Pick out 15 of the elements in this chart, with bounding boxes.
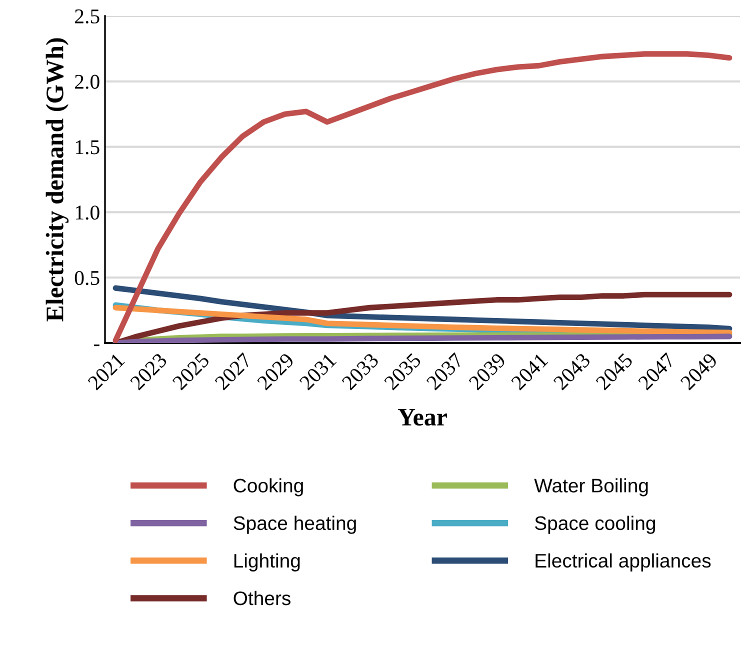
y-tick-label: - <box>94 344 100 346</box>
y-tick-label: 1.5 <box>76 140 100 154</box>
legend-label: Space heating <box>234 516 356 534</box>
legend-label: Space cooling <box>534 516 655 534</box>
y-tick-label: 0.5 <box>74 270 100 286</box>
y-tick-label: 2.5 <box>75 9 100 24</box>
legend-label: Water Boiling <box>534 478 648 496</box>
legend-label: Lighting <box>234 553 300 572</box>
legend-label: Cooking <box>234 478 303 496</box>
x-axis-title: Year <box>398 409 447 426</box>
y-tick-label: 2.0 <box>75 74 100 89</box>
legend-label: Electrical appliances <box>536 553 711 572</box>
y-tick-label: 1.0 <box>76 206 100 220</box>
legend-label: Others <box>234 590 290 606</box>
y-axis-title: Electricity demand (GWh) <box>46 38 69 322</box>
